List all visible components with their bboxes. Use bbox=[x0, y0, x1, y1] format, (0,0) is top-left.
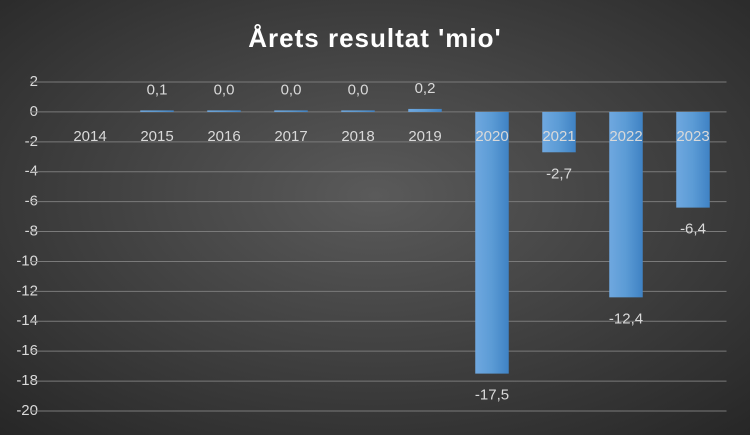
bar bbox=[609, 111, 643, 298]
data-label: -17,5 bbox=[475, 387, 509, 404]
bar bbox=[140, 110, 174, 112]
y-tick-label: -14 bbox=[16, 312, 38, 329]
y-tick-label: 2 bbox=[30, 73, 38, 90]
data-label: 0,0 bbox=[348, 81, 369, 98]
data-label: -6,4 bbox=[680, 221, 706, 238]
data-label: -12,4 bbox=[609, 310, 643, 327]
data-label: 0,0 bbox=[281, 81, 302, 98]
y-tick-label: -4 bbox=[25, 163, 38, 180]
y-tick-label: -10 bbox=[16, 252, 38, 269]
bar bbox=[341, 110, 375, 112]
y-tick-label: -12 bbox=[16, 282, 38, 299]
x-tick-label: 2023 bbox=[676, 128, 709, 145]
data-label: 0,1 bbox=[147, 81, 168, 98]
bar bbox=[475, 111, 509, 374]
x-tick-label: 2015 bbox=[140, 128, 173, 145]
y-tick-label: -2 bbox=[25, 133, 38, 150]
y-tick-label: 0 bbox=[30, 103, 38, 120]
x-tick-label: 2014 bbox=[73, 128, 106, 145]
x-tick-label: 2020 bbox=[475, 128, 508, 145]
bar bbox=[274, 110, 308, 112]
bar bbox=[676, 111, 710, 208]
data-label: 0,0 bbox=[214, 81, 235, 98]
data-label: 0,2 bbox=[415, 80, 436, 97]
x-tick-label: 2022 bbox=[609, 128, 642, 145]
bar bbox=[542, 111, 576, 153]
x-tick-label: 2017 bbox=[274, 128, 307, 145]
y-tick-label: -8 bbox=[25, 223, 38, 240]
x-tick-label: 2021 bbox=[542, 128, 575, 145]
data-label: -2,7 bbox=[546, 165, 572, 182]
x-tick-label: 2018 bbox=[341, 128, 374, 145]
bar bbox=[207, 110, 241, 112]
x-tick-label: 2019 bbox=[408, 128, 441, 145]
bar bbox=[408, 108, 442, 112]
y-tick-label: -18 bbox=[16, 372, 38, 389]
y-tick-label: -6 bbox=[25, 193, 38, 210]
y-tick-label: -16 bbox=[16, 342, 38, 359]
x-tick-label: 2016 bbox=[207, 128, 240, 145]
chart-title: Årets resultat 'mio' bbox=[248, 23, 501, 53]
y-tick-label: -20 bbox=[16, 402, 38, 419]
